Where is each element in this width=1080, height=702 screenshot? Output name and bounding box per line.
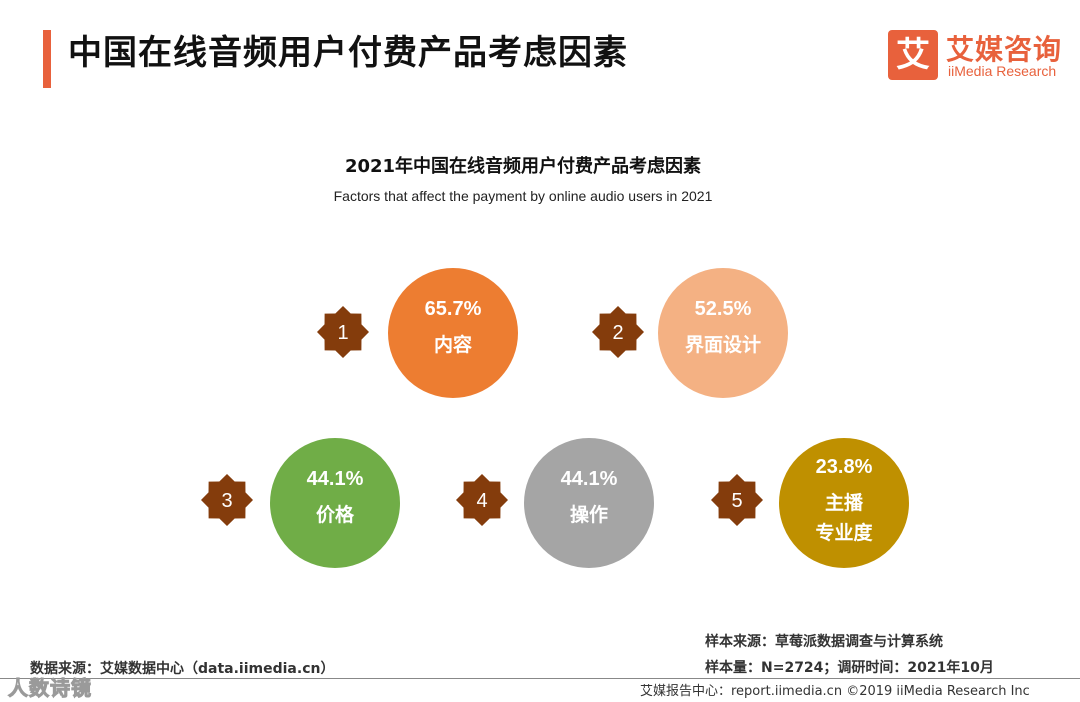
chart-subtitle: Factors that affect the payment by onlin… bbox=[333, 188, 713, 204]
category-label-3: 价格 bbox=[316, 503, 355, 526]
rank-label-1: 1 bbox=[337, 322, 348, 344]
rank-badge-5 bbox=[711, 474, 763, 526]
iimedia-logo: 艾 艾媒咨询 iiMedia Research bbox=[888, 30, 1068, 82]
data-source: 数据来源：艾媒数据中心（data.iimedia.cn） bbox=[30, 661, 335, 677]
value-label-2: 52.5% bbox=[695, 298, 752, 320]
footer-divider bbox=[0, 678, 1080, 679]
value-label-1: 65.7% bbox=[425, 298, 482, 320]
rank-label-2: 2 bbox=[612, 322, 623, 344]
value-label-3: 44.1% bbox=[307, 468, 364, 490]
bubble-1 bbox=[384, 264, 522, 402]
logo-mark: 艾 bbox=[888, 30, 938, 80]
bubble-4 bbox=[520, 434, 658, 572]
category-label-5: 专业度 bbox=[815, 521, 873, 544]
logo-english-name: iiMedia Research bbox=[948, 63, 1057, 79]
rank-badge-2 bbox=[592, 306, 644, 358]
bubble-5 bbox=[775, 434, 913, 572]
bubble-2 bbox=[654, 264, 792, 402]
title-accent-bar bbox=[43, 30, 51, 88]
sample-size: 样本量：N=2724；调研时间：2021年10月 bbox=[705, 660, 994, 676]
value-label-5: 23.8% bbox=[816, 456, 873, 478]
rank-badge-3 bbox=[201, 474, 253, 526]
sample-source: 样本来源：草莓派数据调查与计算系统 bbox=[705, 634, 943, 650]
rank-badge-1 bbox=[317, 306, 369, 358]
rank-label-5: 5 bbox=[731, 490, 742, 512]
rank-badge-4 bbox=[456, 474, 508, 526]
bubble-3 bbox=[266, 434, 404, 572]
rank-label-4: 4 bbox=[476, 490, 487, 512]
logo-chinese-name: 艾媒咨询 bbox=[946, 33, 1063, 66]
category-label-1: 内容 bbox=[434, 333, 472, 356]
value-label-4: 44.1% bbox=[561, 468, 618, 490]
page-title: 中国在线音频用户付费产品考虑因素 bbox=[68, 33, 628, 73]
watermark: 人数诗镜 bbox=[8, 676, 92, 701]
footer-credit: 艾媒报告中心：report.iimedia.cn ©2019 iiMedia R… bbox=[640, 684, 1030, 699]
category-label-2: 界面设计 bbox=[685, 334, 761, 356]
category-label-5: 主播 bbox=[825, 492, 864, 514]
rank-label-3: 3 bbox=[221, 490, 232, 512]
category-label-4: 操作 bbox=[570, 503, 608, 526]
chart-title: 2021年中国在线音频用户付费产品考虑因素 bbox=[344, 156, 702, 177]
